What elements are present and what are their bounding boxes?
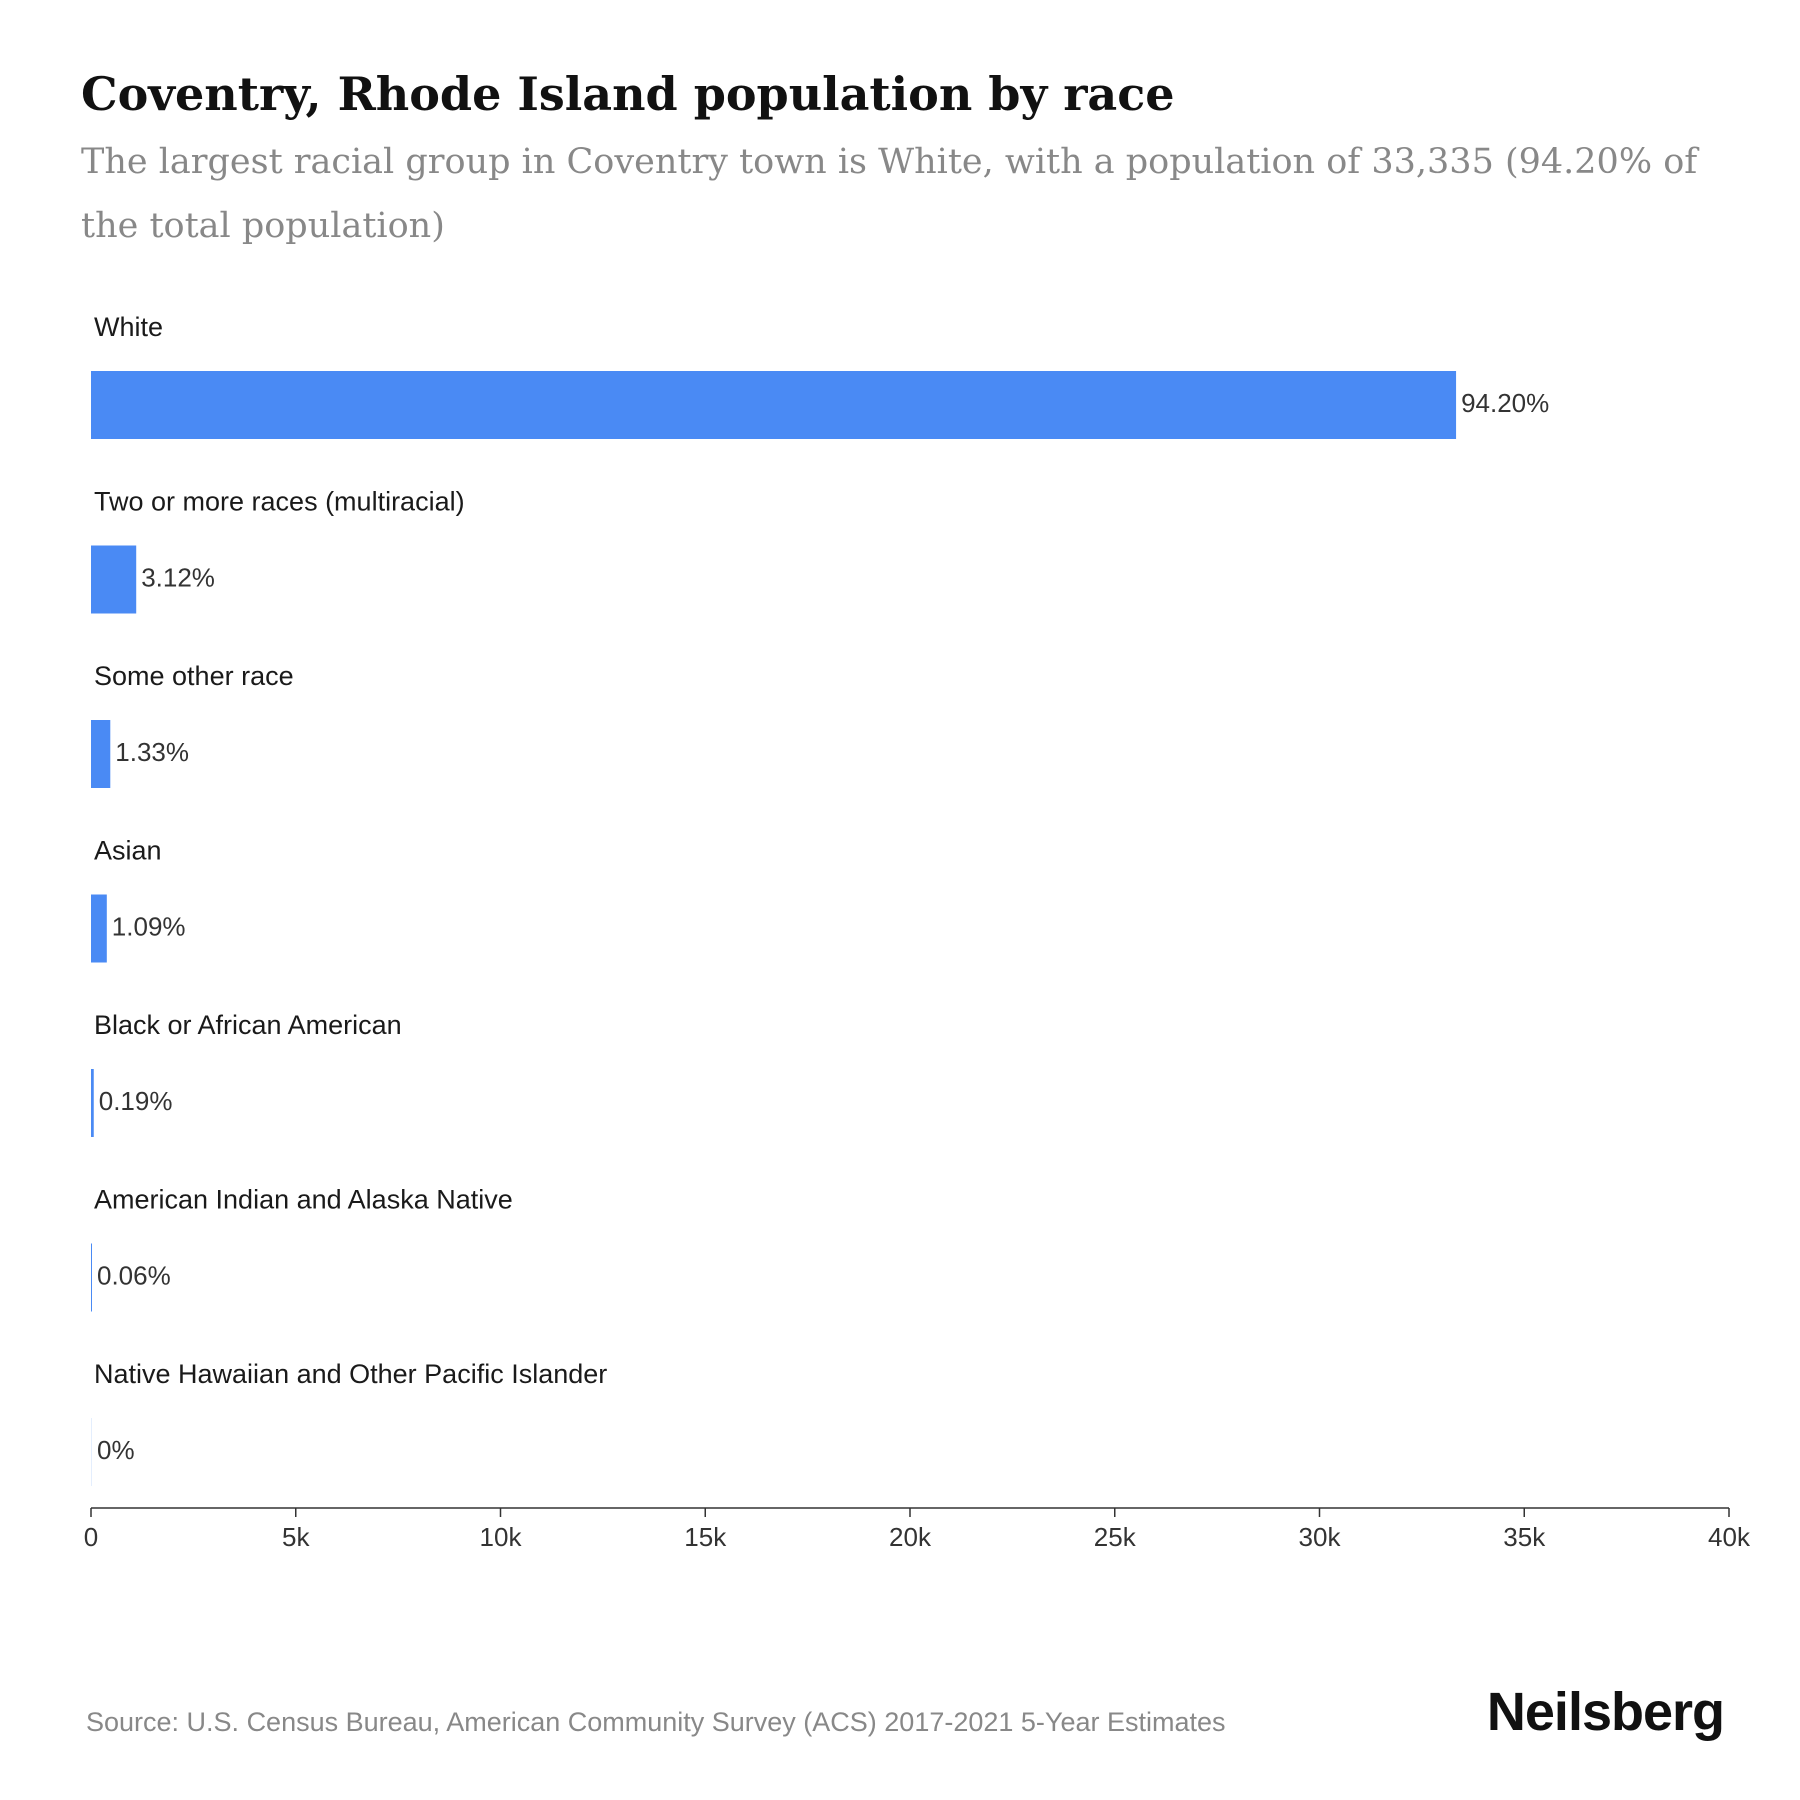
value-label: 1.33% bbox=[115, 737, 189, 767]
category-label: American Indian and Alaska Native bbox=[94, 1185, 513, 1215]
category-label: Two or more races (multiracial) bbox=[94, 487, 465, 517]
x-tick-label: 30k bbox=[1299, 1522, 1342, 1552]
x-tick-label: 5k bbox=[282, 1522, 310, 1552]
value-label: 1.09% bbox=[112, 911, 186, 941]
x-tick-label: 0 bbox=[84, 1522, 98, 1552]
page-subtitle: The largest racial group in Coventry tow… bbox=[81, 142, 1698, 246]
page-title: Coventry, Rhode Island population by rac… bbox=[81, 67, 1175, 121]
value-label: 3.12% bbox=[141, 562, 215, 592]
brand-logo: Neilsberg bbox=[1486, 1682, 1725, 1742]
bar bbox=[91, 1418, 92, 1486]
x-tick-label: 35k bbox=[1503, 1522, 1546, 1552]
x-tick-label: 10k bbox=[480, 1522, 523, 1552]
category-label: Some other race bbox=[94, 661, 294, 691]
category-label: Asian bbox=[94, 836, 162, 866]
x-tick-label: 25k bbox=[1094, 1522, 1137, 1552]
bar bbox=[91, 545, 137, 614]
bar bbox=[91, 1069, 94, 1137]
value-label: 0% bbox=[97, 1435, 135, 1465]
source-note: Source: U.S. Census Bureau, American Com… bbox=[86, 1707, 1226, 1737]
bar bbox=[91, 894, 107, 963]
x-tick-label: 40k bbox=[1708, 1522, 1751, 1552]
bar bbox=[91, 371, 1457, 439]
value-label: 94.20% bbox=[1461, 388, 1549, 418]
bar bbox=[91, 720, 111, 788]
category-label: Black or African American bbox=[94, 1010, 402, 1040]
value-label: 0.06% bbox=[97, 1260, 171, 1290]
value-label: 0.19% bbox=[99, 1086, 173, 1116]
category-label: Native Hawaiian and Other Pacific Island… bbox=[94, 1359, 607, 1389]
bar bbox=[91, 1243, 92, 1312]
x-tick-label: 20k bbox=[889, 1522, 932, 1552]
x-tick-label: 15k bbox=[684, 1522, 727, 1552]
category-label: White bbox=[94, 312, 163, 342]
